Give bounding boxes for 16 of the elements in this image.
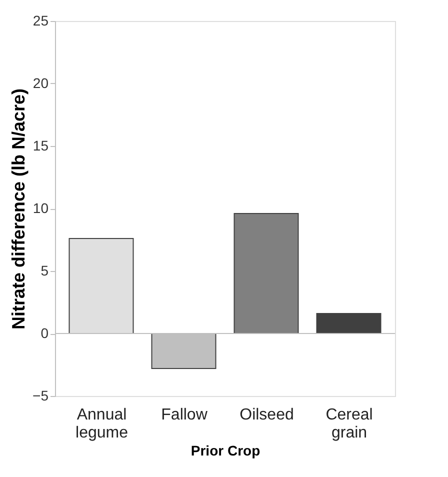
bar xyxy=(316,313,382,334)
bar xyxy=(68,238,134,334)
x-tick-label: Fallow xyxy=(161,406,208,424)
y-tick-label: 25 xyxy=(32,12,49,28)
y-tick-label: 5 xyxy=(40,262,49,278)
y-tick-label: 20 xyxy=(32,75,49,91)
x-axis-title: Prior Crop xyxy=(190,442,260,458)
x-tick-label: Oilseed xyxy=(240,406,294,424)
y-tick-label: 10 xyxy=(32,200,49,216)
x-tick-label: Annual legume xyxy=(76,406,128,442)
bar xyxy=(234,213,299,334)
x-tick-label: Cereal grain xyxy=(326,406,373,442)
y-tick-label: −5 xyxy=(32,388,49,404)
y-axis-title: Nitrate difference (lb N/acre) xyxy=(8,88,29,330)
y-tick-label: 15 xyxy=(32,138,49,154)
y-tick-label: 0 xyxy=(40,325,49,341)
